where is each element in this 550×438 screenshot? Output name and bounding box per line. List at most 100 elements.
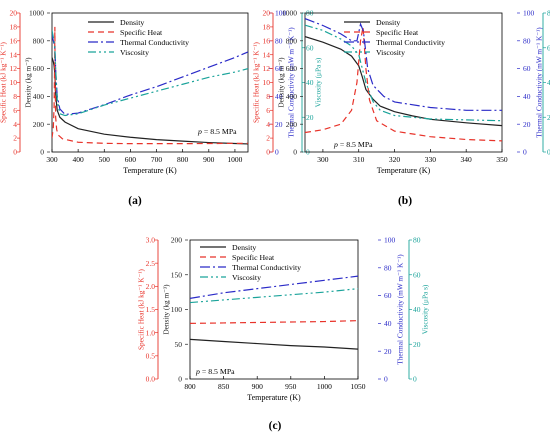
visc-axis-title: Viscosity (μPa s): [421, 284, 430, 334]
sh-tick-label: 16: [263, 36, 271, 45]
visc-tick-label: 20: [547, 113, 550, 122]
tc-tick-label: 60: [384, 291, 392, 300]
sh-tick-label: 0.5: [146, 351, 156, 360]
sh-tick-label: 16: [10, 36, 18, 45]
sh-tick-label: 4: [13, 120, 17, 129]
sh-tick-label: 2: [266, 134, 270, 143]
tc-tick-label: 100: [523, 9, 535, 18]
tc-tick-label: 80: [384, 263, 392, 272]
tc-tick-label: 100: [275, 9, 287, 18]
rho-axis-title: Density (kg m⁻³): [24, 57, 33, 108]
rho-tick-label: 600: [286, 64, 298, 73]
sh-tick-label: 1.0: [146, 328, 156, 337]
x-tick-label: 850: [218, 382, 230, 391]
series-line-viscosity: [52, 30, 248, 117]
tc-tick-label: 60: [275, 64, 283, 73]
series-line-viscosity: [305, 24, 502, 122]
visc-tick-label: 60: [306, 43, 314, 52]
tc-tick-label: 40: [275, 92, 283, 101]
series-line-viscosity: [190, 288, 358, 304]
x-tick-label: 300: [317, 155, 329, 164]
tc-tick-label: 0: [384, 375, 388, 384]
pressure-annotation: p = 8.5 MPa: [197, 127, 237, 136]
visc-tick-label: 40: [306, 78, 314, 87]
rho-tick-label: 100: [171, 305, 183, 314]
x-tick-label: 1050: [351, 382, 366, 391]
series-line-density: [190, 338, 358, 350]
rho-tick-label: 200: [171, 236, 183, 245]
visc-tick-label: 0: [413, 375, 417, 384]
tc-tick-label: 40: [384, 319, 392, 328]
x-tick-label: 800: [177, 155, 189, 164]
sh-tick-label: 6: [13, 106, 17, 115]
series-line-specific-heat: [52, 26, 248, 145]
sh-tick-label: 10: [10, 78, 18, 87]
x-tick-label: 1000: [317, 382, 332, 391]
tc-tick-label: 20: [523, 120, 531, 129]
visc-tick-label: 60: [547, 43, 550, 52]
legend-label: Thermal Conductivity: [232, 263, 301, 272]
series-line-specific-heat: [190, 320, 358, 324]
sh-tick-label: 2.5: [146, 259, 156, 268]
sh-tick-label: 12: [263, 64, 271, 73]
rho-axis-title: Density (kg m⁻³): [277, 57, 286, 108]
legend-label: Viscosity: [232, 273, 261, 282]
x-tick-label: 900: [252, 382, 264, 391]
rho-tick-label: 0: [178, 375, 182, 384]
legend-label: Density: [120, 18, 144, 27]
tc-tick-label: 80: [275, 36, 283, 45]
sh-axis-title: Specific Heat (kJ kg⁻¹ K⁻¹): [252, 41, 261, 123]
tc-tick-label: 40: [523, 92, 531, 101]
rho-tick-label: 200: [33, 120, 45, 129]
sh-tick-label: 10: [263, 78, 271, 87]
plot-area: [189, 239, 359, 380]
legend-label: Thermal Conductivity: [120, 38, 189, 47]
x-tick-label: 320: [389, 155, 401, 164]
sh-tick-label: 2: [13, 134, 17, 143]
rho-tick-label: 1000: [29, 9, 44, 18]
rho-tick-label: 200: [286, 120, 298, 129]
tc-tick-label: 0: [523, 148, 527, 157]
x-tick-label: 700: [151, 155, 163, 164]
legend-label: Specific Heat: [376, 28, 419, 37]
x-axis-label: Temperature (K): [123, 166, 177, 175]
series-line-thermal-conductivity: [52, 33, 248, 116]
legend-label: Viscosity: [376, 48, 405, 57]
series-line-thermal-conductivity: [190, 275, 358, 299]
legend-label: Density: [376, 18, 400, 27]
rho-tick-label: 800: [286, 36, 298, 45]
x-tick-label: 800: [184, 382, 196, 391]
tc-axis-title: Thermal Conductivity (mW m⁻¹ K⁻¹): [287, 27, 296, 138]
sh-axis-title: Specific Heat (kJ kg⁻¹ K⁻¹): [137, 268, 146, 350]
visc-tick-label: 80: [413, 236, 421, 245]
panel-label: (b): [398, 195, 412, 207]
rho-tick-label: 800: [33, 36, 45, 45]
visc-tick-label: 60: [413, 270, 421, 279]
sh-tick-label: 8: [13, 92, 17, 101]
tc-axis-title: Thermal Conductivity (mW m⁻¹ K⁻¹): [396, 254, 405, 365]
legend-label: Specific Heat: [120, 28, 163, 37]
x-tick-label: 900: [203, 155, 215, 164]
sh-tick-label: 12: [10, 64, 18, 73]
x-tick-label: 500: [99, 155, 111, 164]
tc-tick-label: 20: [384, 347, 392, 356]
sh-tick-label: 3.0: [146, 236, 156, 245]
tc-tick-label: 0: [275, 148, 279, 157]
visc-tick-label: 20: [306, 113, 314, 122]
tc-tick-label: 60: [523, 64, 531, 73]
sh-tick-label: 14: [10, 50, 18, 59]
x-tick-label: 350: [496, 155, 508, 164]
rho-tick-label: 0: [293, 148, 297, 157]
series-line-specific-heat: [305, 26, 502, 142]
series-line-thermal-conductivity: [305, 18, 502, 111]
series-line-density: [52, 57, 248, 145]
x-tick-label: 300: [46, 155, 58, 164]
sh-tick-label: 2.0: [146, 282, 156, 291]
sh-tick-label: 4: [266, 120, 270, 129]
x-axis-label: Temperature (K): [377, 166, 431, 175]
sh-tick-label: 20: [263, 9, 271, 18]
sh-tick-label: 18: [263, 23, 271, 32]
